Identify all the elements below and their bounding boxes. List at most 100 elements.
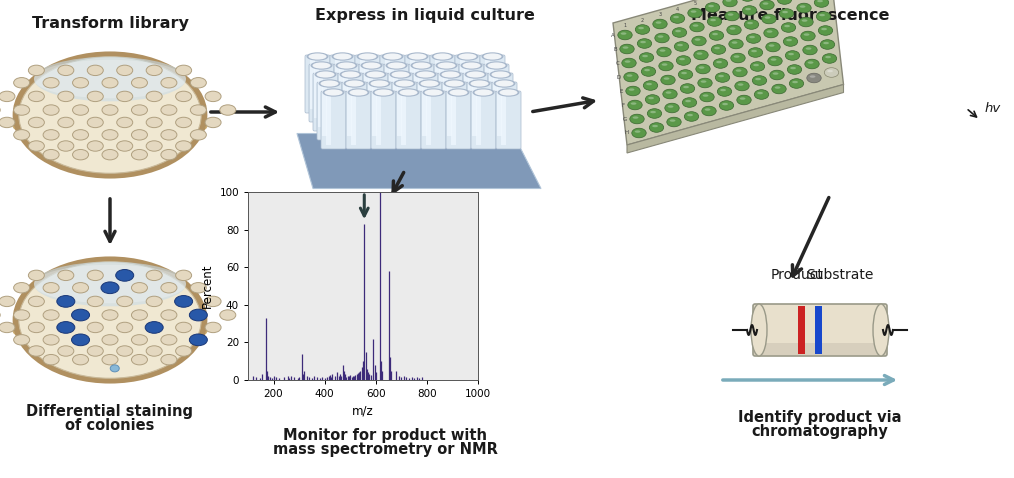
Bar (375, 96, 381, 144)
Ellipse shape (698, 78, 712, 88)
Ellipse shape (445, 80, 463, 87)
Ellipse shape (768, 56, 782, 66)
Ellipse shape (344, 79, 365, 87)
Bar (476, 96, 481, 144)
Ellipse shape (175, 91, 192, 102)
Ellipse shape (636, 25, 650, 34)
Ellipse shape (220, 310, 236, 320)
Bar (360, 59, 365, 109)
Bar (313, 68, 319, 118)
Ellipse shape (419, 79, 440, 87)
Ellipse shape (161, 335, 176, 345)
Ellipse shape (348, 88, 369, 97)
Ellipse shape (808, 61, 813, 64)
Ellipse shape (72, 334, 89, 346)
Ellipse shape (117, 346, 133, 356)
Ellipse shape (641, 67, 656, 76)
Ellipse shape (190, 334, 207, 346)
Text: C: C (615, 61, 619, 65)
Ellipse shape (346, 80, 364, 87)
Ellipse shape (473, 88, 495, 97)
Ellipse shape (13, 310, 29, 320)
Ellipse shape (500, 89, 517, 96)
Ellipse shape (359, 54, 376, 60)
Ellipse shape (102, 150, 118, 160)
Ellipse shape (322, 88, 345, 97)
Ellipse shape (87, 346, 103, 356)
Ellipse shape (745, 8, 751, 10)
Ellipse shape (389, 70, 412, 79)
Ellipse shape (764, 28, 778, 38)
Ellipse shape (44, 105, 59, 115)
FancyBboxPatch shape (342, 82, 367, 140)
Ellipse shape (801, 31, 815, 41)
Ellipse shape (705, 109, 711, 111)
Ellipse shape (437, 63, 455, 68)
Ellipse shape (639, 53, 654, 62)
Ellipse shape (306, 52, 329, 61)
Ellipse shape (73, 282, 88, 293)
FancyBboxPatch shape (305, 55, 330, 113)
FancyBboxPatch shape (417, 82, 442, 140)
Text: Express in liquid culture: Express in liquid culture (315, 8, 535, 23)
Text: Product: Product (771, 268, 823, 282)
Ellipse shape (782, 11, 788, 13)
FancyBboxPatch shape (313, 73, 338, 131)
Ellipse shape (805, 59, 819, 69)
Ellipse shape (28, 117, 45, 128)
Ellipse shape (722, 103, 728, 105)
Bar (414, 68, 419, 118)
Ellipse shape (749, 36, 755, 38)
Ellipse shape (486, 61, 507, 70)
Bar (467, 77, 473, 127)
Text: chromatography: chromatography (751, 424, 888, 439)
Y-axis label: Percent: Percent (201, 264, 214, 308)
Ellipse shape (336, 61, 358, 70)
Ellipse shape (720, 89, 726, 91)
Ellipse shape (87, 65, 103, 76)
Ellipse shape (145, 322, 163, 333)
Ellipse shape (664, 77, 669, 80)
Ellipse shape (132, 355, 147, 365)
Bar (367, 77, 373, 127)
Ellipse shape (468, 79, 491, 87)
Ellipse shape (447, 88, 469, 97)
Bar (815, 306, 822, 354)
Ellipse shape (324, 89, 343, 96)
Ellipse shape (629, 88, 635, 91)
Ellipse shape (710, 19, 716, 21)
Ellipse shape (695, 38, 701, 41)
Ellipse shape (767, 31, 773, 33)
Ellipse shape (338, 63, 356, 68)
FancyBboxPatch shape (484, 64, 509, 122)
FancyBboxPatch shape (480, 55, 505, 113)
Ellipse shape (310, 61, 333, 70)
Ellipse shape (132, 310, 147, 320)
Ellipse shape (656, 22, 661, 24)
Ellipse shape (383, 54, 402, 60)
Ellipse shape (320, 80, 339, 87)
Ellipse shape (34, 57, 186, 101)
Ellipse shape (818, 26, 832, 35)
Ellipse shape (783, 37, 798, 46)
Bar (798, 306, 805, 354)
Ellipse shape (690, 22, 704, 32)
Ellipse shape (790, 67, 796, 69)
Ellipse shape (750, 62, 765, 71)
Ellipse shape (755, 78, 760, 80)
Ellipse shape (773, 72, 779, 75)
Ellipse shape (342, 71, 360, 77)
Ellipse shape (161, 105, 176, 115)
Bar (343, 77, 348, 127)
Ellipse shape (763, 2, 769, 5)
Ellipse shape (692, 36, 706, 46)
Bar (317, 77, 323, 127)
Ellipse shape (703, 94, 709, 97)
Ellipse shape (57, 322, 75, 333)
Ellipse shape (736, 69, 741, 72)
Bar (347, 87, 352, 135)
Ellipse shape (441, 71, 459, 77)
Ellipse shape (626, 86, 640, 96)
Ellipse shape (190, 309, 207, 321)
Ellipse shape (806, 47, 811, 50)
